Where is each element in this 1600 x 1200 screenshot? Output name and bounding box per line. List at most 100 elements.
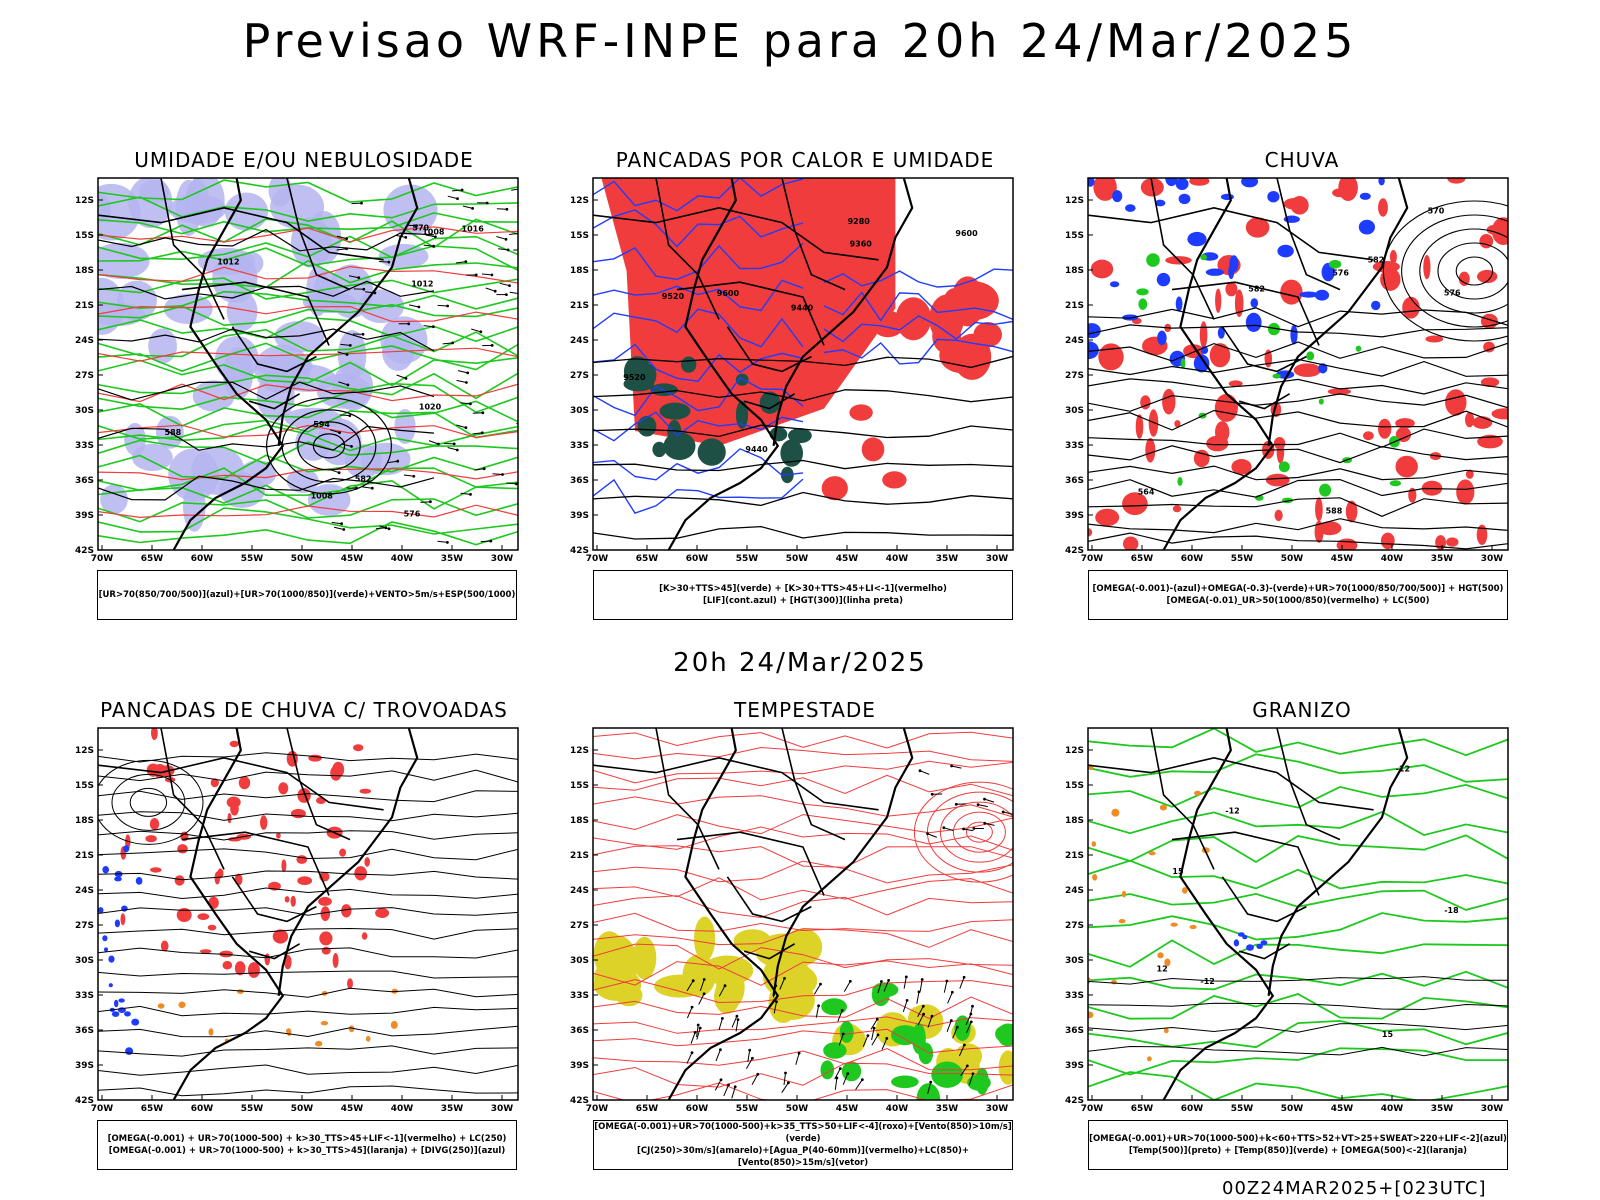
humidity-fill-blue [307, 484, 351, 516]
wind-vector-head [337, 471, 341, 475]
wind-vector-head [929, 1080, 933, 1084]
wind-vector-head [451, 341, 454, 345]
omega-fill-orange [1121, 890, 1127, 898]
lon-tick-label: 30W [491, 554, 514, 564]
precip-water-contour-red [593, 960, 1013, 986]
humidity-fill-blue [378, 243, 429, 269]
instability-fill-red [849, 404, 873, 421]
wind-vector [952, 1027, 958, 1039]
wind-vector-head [526, 370, 529, 373]
wind-vector [781, 1082, 789, 1093]
wind-vector [460, 492, 471, 495]
lon-tick-label: 35W [936, 1104, 959, 1114]
wind-vector-head [469, 493, 472, 496]
state-border [248, 943, 301, 960]
contour-label: 15 [1382, 1030, 1394, 1039]
wind-vector [375, 527, 386, 530]
wind-vector [456, 379, 467, 383]
storm-fill-red [375, 908, 390, 918]
wind-vector-head [432, 325, 435, 329]
humidity-contour-green [98, 235, 518, 261]
wind-vector-head [930, 792, 934, 796]
temperature-850-contour-green [1088, 783, 1508, 809]
rain-fill-blue [1165, 178, 1178, 187]
instability-fill-green [735, 400, 749, 429]
rain-fill-red [1491, 408, 1508, 420]
wind-vector [511, 188, 518, 191]
wind-vector [745, 1058, 753, 1069]
humidity-fill-blue [98, 277, 125, 335]
humidity-contour-green [98, 410, 518, 440]
pressure-contour [98, 425, 435, 451]
wind-vector-head [917, 990, 921, 994]
wind-vector [455, 261, 466, 264]
lon-tick-label: 60W [1181, 554, 1204, 564]
lon-tick-label: 35W [1431, 1104, 1454, 1114]
lon-tick-label: 65W [636, 554, 659, 564]
wind-vector [984, 798, 995, 803]
thickness-contour-red [98, 265, 518, 284]
wind-fill-green [841, 1061, 862, 1082]
height-contour-black [1088, 358, 1508, 377]
state-border [1171, 831, 1320, 896]
wind-vector-head [412, 474, 416, 478]
wind-vector-head [387, 527, 391, 531]
state-border [1276, 728, 1341, 841]
map-background [593, 728, 1013, 1100]
temperature-850-contour-green [1088, 1019, 1508, 1049]
panel-4-legend: [OMEGA(-0.001) + UR>70(1000-500) + k>30_… [97, 1120, 517, 1170]
wind-vector [492, 473, 503, 475]
humidity-contour-green [98, 179, 518, 203]
temperature-850-contour-green [1088, 939, 1508, 968]
rain-fill-red [1446, 537, 1459, 547]
wind-fill-green [891, 1025, 920, 1046]
wind-vector-head [396, 459, 400, 463]
rain-fill-red [1477, 434, 1503, 449]
wind-vector-head [474, 273, 478, 277]
lat-tick-label: 12S [570, 746, 589, 756]
omega-fill-orange [1118, 919, 1126, 924]
precip-water-contour-red [593, 1062, 1013, 1088]
contour-label: 15 [1172, 867, 1184, 876]
wind-vector [336, 235, 347, 240]
rain-fill-green [1136, 288, 1149, 296]
lat-tick-label: 30S [570, 956, 589, 966]
lon-tick-label: 70W [1081, 1104, 1104, 1114]
storm-fill-red [308, 754, 322, 762]
divergence-fill-blue [135, 877, 143, 885]
storm-fill-red [177, 844, 188, 854]
storm-fill-red [297, 876, 313, 886]
temperature-850-contour-green [1088, 1047, 1508, 1076]
lon-tick-label: 35W [936, 554, 959, 564]
state-border [1150, 728, 1215, 870]
legend-line: [K>30+TTS>45](verde) + [K>30+TTS>45+LI<-… [659, 584, 947, 594]
wind-fill-green [823, 1042, 847, 1059]
wind-vector-head [417, 305, 421, 309]
omega-fill-orange [1111, 979, 1117, 985]
storm-fill-red [320, 906, 331, 922]
storm-fill-red [364, 857, 371, 867]
humidity-fill-blue [332, 362, 374, 411]
rain-fill-red [1174, 420, 1181, 428]
storm-fill-orange [286, 1028, 292, 1034]
contour-label: 1008 [311, 492, 334, 501]
wind-vector-head [466, 371, 470, 375]
lon-tick-label: 55W [241, 1104, 264, 1114]
wind-vector [838, 1033, 844, 1046]
humidity-fill-blue [214, 336, 259, 383]
state-border [676, 281, 825, 346]
panel-1-title: UMIDADE E/OU NEBULOSIDADE [134, 148, 474, 172]
wind-vector-head [783, 977, 786, 980]
lat-tick-label: 39S [75, 1061, 94, 1071]
temperature-850-contour-green [1088, 811, 1508, 837]
wind-vector [951, 765, 962, 769]
wind-vector [902, 1000, 908, 1012]
contour-label: 9600 [717, 289, 740, 298]
wind-fill-green [891, 1075, 919, 1089]
state-border [1088, 756, 1374, 811]
wind-vector-head [429, 500, 432, 504]
lon-tick-label: 40W [1381, 554, 1404, 564]
precip-water-contour-red [593, 845, 1013, 868]
legend-line: [OMEGA(-0.01)_UR>50(1000/850)(vermelho) … [1166, 596, 1430, 606]
storm-fill-orange [178, 1001, 186, 1009]
